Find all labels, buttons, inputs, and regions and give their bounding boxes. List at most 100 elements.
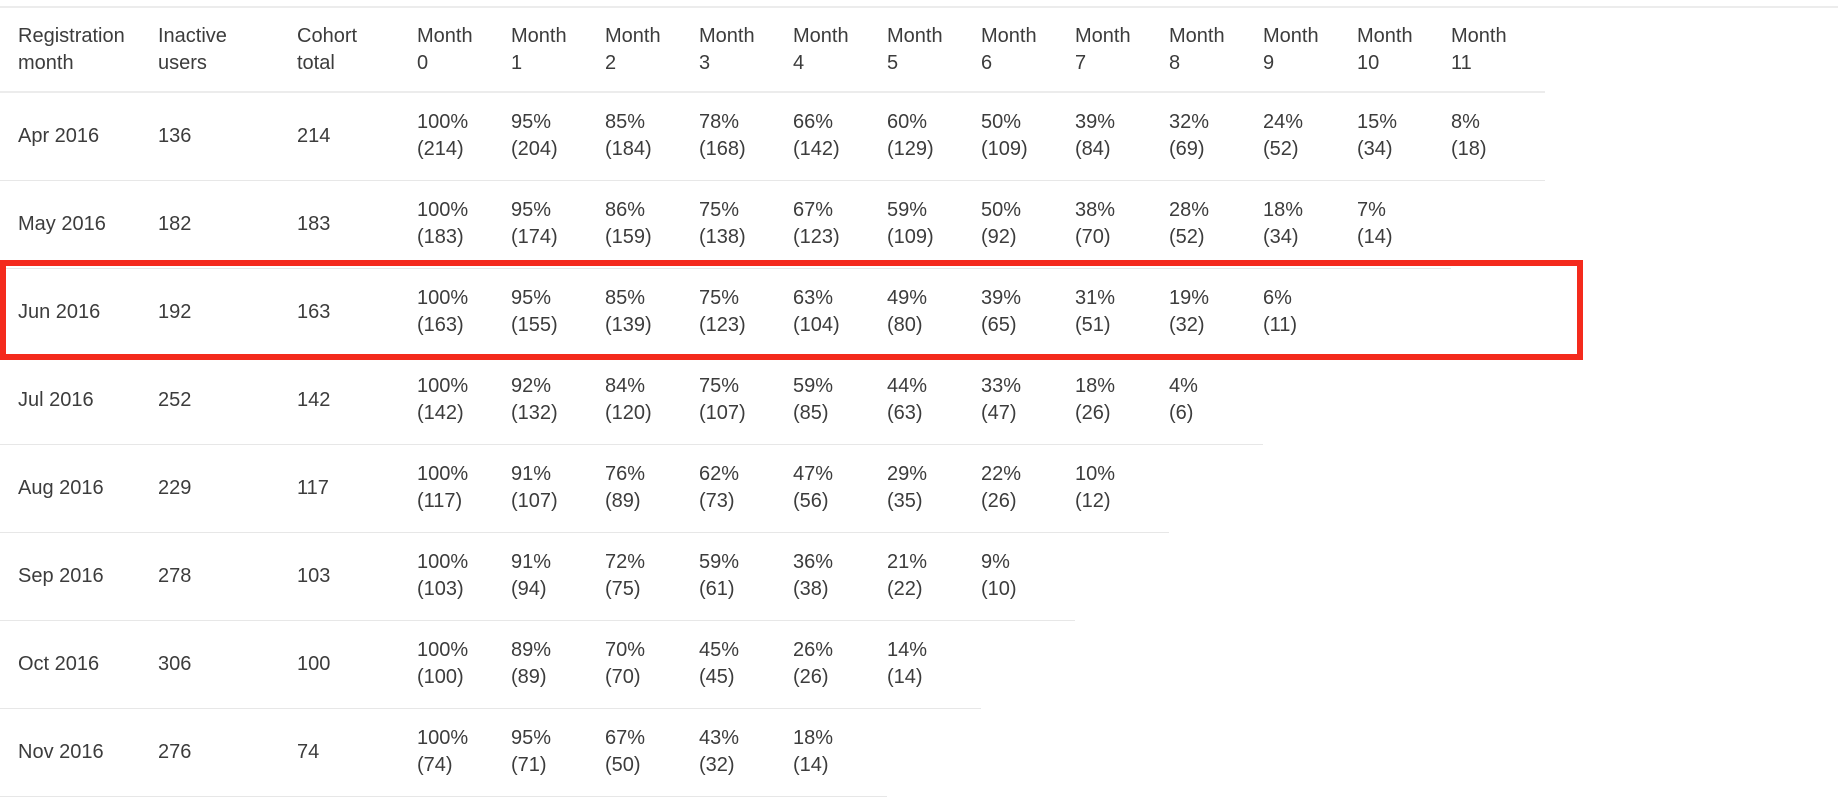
retention-percent: 85% xyxy=(605,111,646,134)
retention-percent: 95% xyxy=(511,199,552,221)
retention-cell: 18% (34) xyxy=(1263,180,1357,269)
retention-count: (74) xyxy=(417,754,453,776)
retention-cell: 95% (204) xyxy=(511,92,605,181)
retention-percent: 7% xyxy=(1357,199,1386,221)
retention-count: (92) xyxy=(981,226,1017,248)
retention-count: (65) xyxy=(981,314,1017,336)
retention-percent: 59% xyxy=(887,199,928,221)
retention-cell: 4% (6) xyxy=(1169,356,1263,445)
retention-cell: 6% (11) xyxy=(1263,268,1357,357)
retention-count: (56) xyxy=(793,490,829,512)
retention-count: (85) xyxy=(793,402,829,424)
cohort-total-cell: 163 xyxy=(297,268,417,357)
retention-cell: 100% (183) xyxy=(417,180,511,269)
retention-cell: 100% (100) xyxy=(417,620,511,709)
retention-count: (80) xyxy=(887,314,923,336)
column-header-line2: month xyxy=(18,51,74,74)
retention-percent: 100% xyxy=(417,375,469,397)
retention-count: (89) xyxy=(605,490,641,512)
retention-cell: 39% (65) xyxy=(981,268,1075,357)
retention-cell: 60% (129) xyxy=(887,92,981,181)
retention-count: (138) xyxy=(699,226,746,248)
retention-count: (109) xyxy=(981,138,1028,161)
column-header: Month 11 xyxy=(1451,8,1545,93)
retention-cell: 100% (142) xyxy=(417,356,511,445)
empty-cell xyxy=(1451,180,1545,268)
retention-percent: 43% xyxy=(699,727,740,749)
filler-cell xyxy=(1545,92,1838,180)
retention-cell: 95% (174) xyxy=(511,180,605,269)
retention-cell: 24% (52) xyxy=(1263,92,1357,181)
empty-cell xyxy=(1075,620,1169,708)
retention-percent: 14% xyxy=(887,639,928,661)
retention-count: (26) xyxy=(793,666,829,688)
column-header: Month 0 xyxy=(417,8,511,93)
column-header-line2: 3 xyxy=(699,51,711,74)
cohort-row: Jul 2016 252 142 100% (142) 92% (132) 84… xyxy=(0,356,1838,445)
cohort-retention-table: Registration month Inactive users Cohort… xyxy=(0,6,1838,797)
filler-cell xyxy=(1545,8,1838,92)
retention-count: (117) xyxy=(417,490,463,512)
retention-percent: 95% xyxy=(511,111,552,134)
retention-percent: 39% xyxy=(981,287,1022,309)
retention-cell: 18% (14) xyxy=(793,708,887,797)
retention-count: (103) xyxy=(417,578,464,600)
column-header-line1: Month xyxy=(1263,24,1319,47)
retention-cell: 89% (89) xyxy=(511,620,605,709)
retention-cell: 62% (73) xyxy=(699,444,793,533)
retention-cell: 31% (51) xyxy=(1075,268,1169,357)
retention-cell: 76% (89) xyxy=(605,444,699,533)
retention-percent: 89% xyxy=(511,639,552,661)
retention-cell: 100% (117) xyxy=(417,444,511,533)
column-header-line2: 5 xyxy=(887,51,899,74)
empty-cell xyxy=(1451,356,1545,444)
retention-percent: 100% xyxy=(417,111,469,134)
retention-percent: 95% xyxy=(511,287,552,309)
retention-count: (14) xyxy=(1357,226,1393,248)
column-header-line2: 7 xyxy=(1075,51,1087,74)
retention-percent: 100% xyxy=(417,463,469,485)
retention-percent: 18% xyxy=(1263,199,1304,221)
retention-percent: 21% xyxy=(887,551,928,573)
empty-cell xyxy=(1263,708,1357,796)
retention-count: (14) xyxy=(887,666,923,688)
retention-percent: 67% xyxy=(793,199,834,221)
retention-percent: 75% xyxy=(699,287,740,309)
empty-cell xyxy=(1169,532,1263,620)
retention-cell: 95% (71) xyxy=(511,708,605,797)
column-header-line1: Month xyxy=(1451,24,1507,47)
empty-cell xyxy=(1075,532,1169,620)
registration-month-cell: May 2016 xyxy=(0,180,158,269)
retention-cell: 72% (75) xyxy=(605,532,699,621)
retention-percent: 10% xyxy=(1075,463,1116,485)
retention-percent: 70% xyxy=(605,639,646,661)
cohort-row: Jun 2016 192 163 100% (163) 95% (155) 85… xyxy=(0,268,1838,357)
retention-percent: 45% xyxy=(699,639,740,661)
inactive-users-cell: 192 xyxy=(158,268,297,357)
retention-percent: 91% xyxy=(511,551,552,573)
column-header-line1: Month xyxy=(981,24,1037,47)
retention-cell: 33% (47) xyxy=(981,356,1075,445)
retention-percent: 19% xyxy=(1169,287,1210,309)
retention-cell: 67% (123) xyxy=(793,180,887,269)
cohort-table: Registration month Inactive users Cohort… xyxy=(0,8,1838,797)
inactive-users-cell: 252 xyxy=(158,356,297,445)
column-header: Registration month xyxy=(0,8,158,93)
column-header-line1: Inactive xyxy=(158,24,227,47)
retention-cell: 100% (103) xyxy=(417,532,511,621)
retention-percent: 47% xyxy=(793,463,834,485)
column-header: Month 3 xyxy=(699,8,793,93)
retention-cell: 66% (142) xyxy=(793,92,887,181)
retention-cell: 67% (50) xyxy=(605,708,699,797)
retention-cell: 14% (14) xyxy=(887,620,981,709)
retention-percent: 18% xyxy=(1075,375,1116,397)
retention-percent: 8% xyxy=(1451,111,1480,134)
empty-cell xyxy=(1263,444,1357,532)
cohort-total-cell: 103 xyxy=(297,532,417,621)
empty-cell xyxy=(1075,708,1169,796)
retention-cell: 91% (94) xyxy=(511,532,605,621)
filler-cell xyxy=(1545,532,1838,620)
retention-percent: 86% xyxy=(605,199,646,221)
retention-percent: 78% xyxy=(699,111,740,134)
filler-cell xyxy=(1545,268,1838,356)
